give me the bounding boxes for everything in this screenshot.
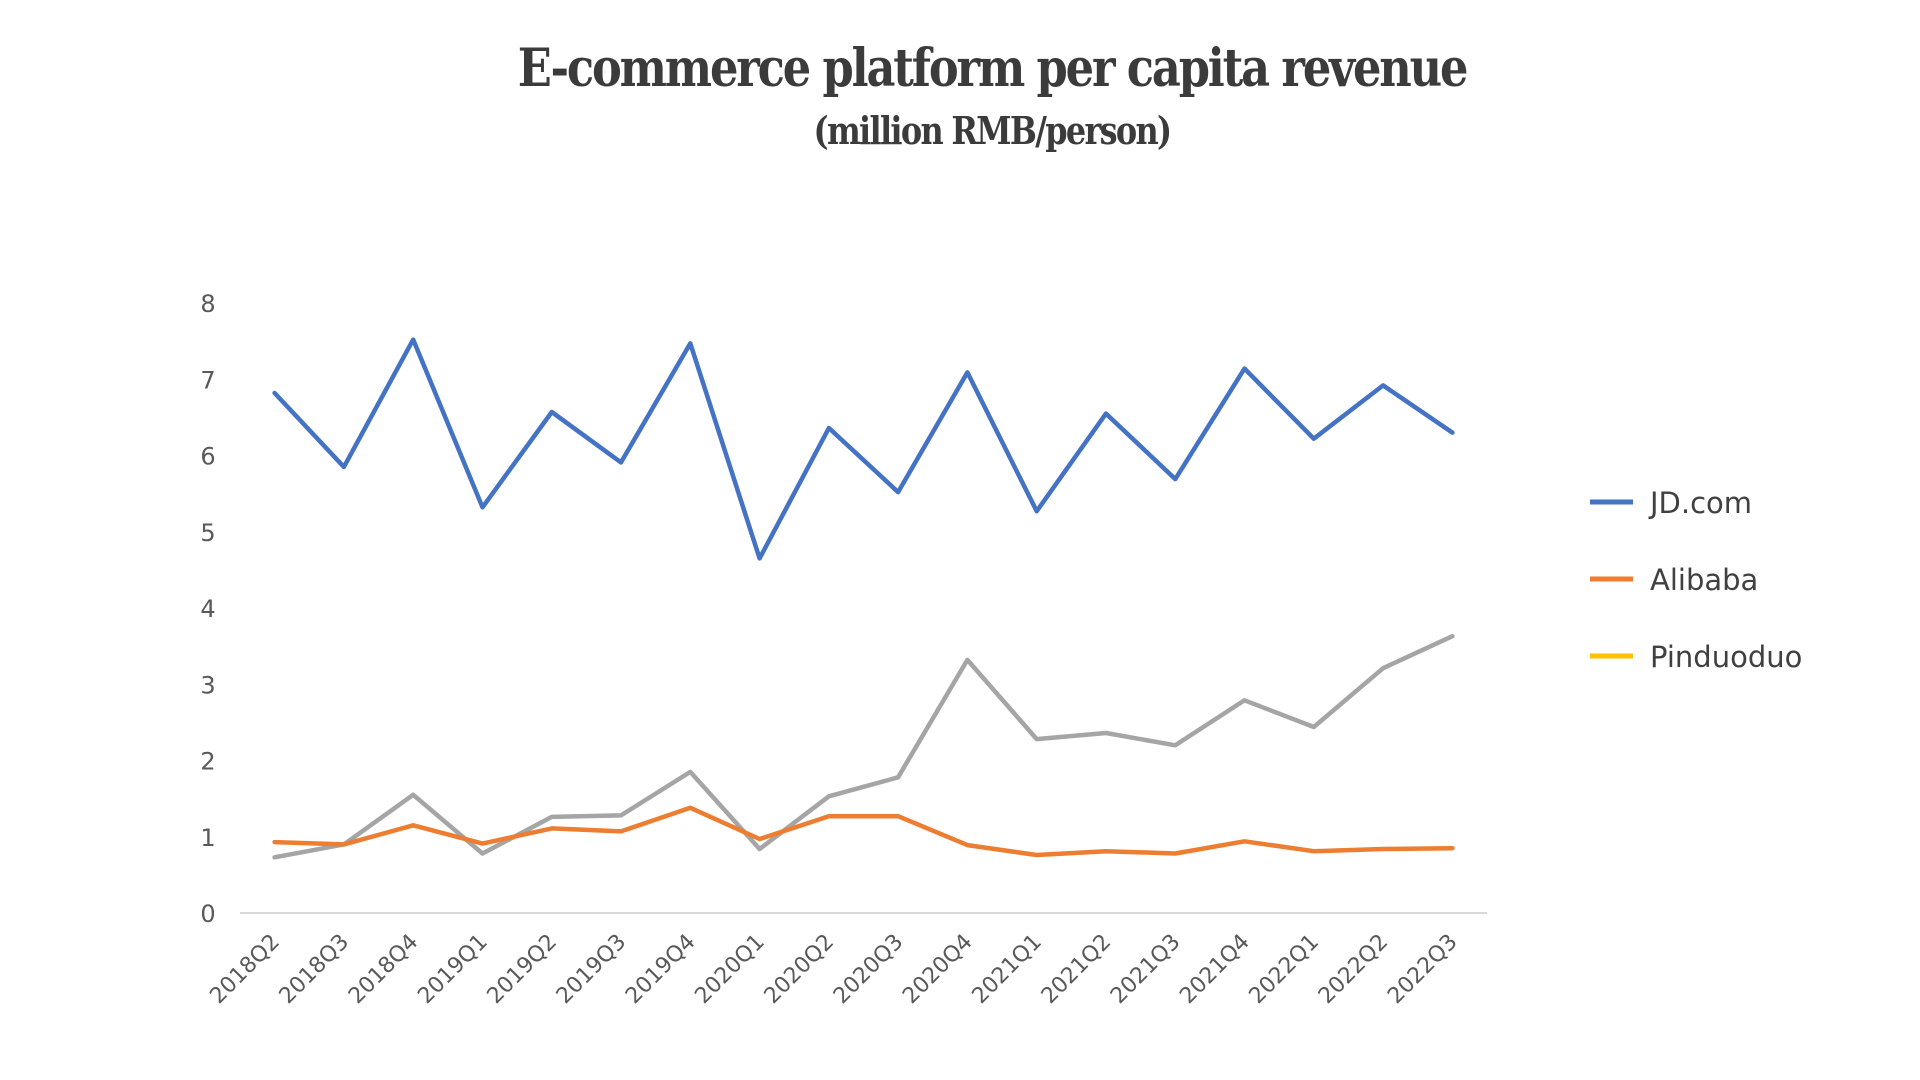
data-point-pinduoduo [895, 774, 901, 780]
data-point-pinduoduo [1034, 736, 1040, 742]
data-point-jd-com [1172, 476, 1178, 482]
y-tick-label: 8 [200, 290, 215, 318]
data-point-alibaba [341, 841, 347, 847]
legend-label: Pinduoduo [1650, 640, 1802, 674]
x-tick-label: 2022Q2 [1314, 930, 1393, 1009]
data-point-pinduoduo [1242, 697, 1248, 703]
data-point-pinduoduo [480, 851, 486, 857]
x-tick-label: 2020Q3 [829, 930, 908, 1009]
x-tick-label: 2022Q1 [1245, 930, 1324, 1009]
data-point-pinduoduo [1449, 633, 1455, 639]
data-point-pinduoduo [410, 792, 416, 798]
data-point-jd-com [272, 390, 278, 396]
data-point-pinduoduo [1380, 665, 1386, 671]
data-point-jd-com [549, 409, 555, 415]
legend-label: Alibaba [1650, 563, 1758, 597]
x-tick-label: 2019Q3 [552, 930, 631, 1009]
data-point-pinduoduo [964, 657, 970, 663]
data-point-jd-com [480, 504, 486, 510]
data-point-alibaba [618, 828, 624, 834]
data-point-jd-com [1380, 382, 1386, 388]
data-point-alibaba [1172, 851, 1178, 857]
data-point-alibaba [272, 839, 278, 845]
y-tick-label: 0 [200, 900, 215, 928]
data-point-jd-com [1103, 411, 1109, 417]
data-point-jd-com [826, 425, 832, 431]
data-point-jd-com [1242, 366, 1248, 372]
y-tick-label: 2 [200, 748, 215, 776]
series-line-alibaba [272, 805, 1455, 858]
data-point-alibaba [410, 822, 416, 828]
x-tick-label: 2021Q3 [1106, 930, 1185, 1009]
chart-subtitle: (million RMB/person) [813, 108, 1173, 153]
x-tick-label: 2019Q4 [621, 930, 700, 1009]
data-point-pinduoduo [757, 846, 763, 852]
data-point-pinduoduo [549, 814, 555, 820]
data-point-pinduoduo [1103, 730, 1109, 736]
data-point-alibaba [480, 841, 486, 847]
x-tick-label: 2018Q2 [205, 930, 284, 1009]
data-point-alibaba [549, 825, 555, 831]
series-layer [272, 337, 1455, 860]
legend: JD.com Alibaba Pinduoduo [1590, 486, 1802, 674]
y-tick-label: 1 [200, 824, 215, 852]
data-point-alibaba [757, 836, 763, 842]
data-point-jd-com [1449, 430, 1455, 436]
chart-title: E-commerce platform per capita revenue [517, 38, 1469, 99]
x-tick-label: 2019Q2 [483, 930, 562, 1009]
x-tick-label: 2021Q4 [1175, 930, 1254, 1009]
y-tick-label: 7 [200, 366, 215, 394]
y-tick-label: 3 [200, 671, 215, 699]
data-point-alibaba [826, 813, 832, 819]
data-point-alibaba [1380, 846, 1386, 852]
x-tick-label: 2020Q1 [690, 930, 769, 1009]
series-line-pinduoduo [272, 633, 1455, 860]
y-axis: 0 1 2 3 4 5 6 7 8 [200, 290, 215, 928]
x-tick-label: 2019Q1 [413, 930, 492, 1009]
data-point-jd-com [964, 369, 970, 375]
data-point-pinduoduo [272, 854, 278, 860]
data-point-jd-com [618, 459, 624, 465]
data-point-jd-com [895, 489, 901, 495]
legend-item-pinduoduo: Pinduoduo [1590, 640, 1802, 674]
data-point-pinduoduo [687, 769, 693, 775]
x-tick-label: 2020Q4 [898, 930, 977, 1009]
y-tick-label: 6 [200, 443, 215, 471]
data-point-alibaba [1034, 852, 1040, 858]
data-point-alibaba [687, 805, 693, 811]
data-point-jd-com [1311, 436, 1317, 442]
series-line-jd-com [272, 337, 1455, 561]
y-tick-label: 5 [200, 519, 215, 547]
legend-item-jd-com: JD.com [1590, 486, 1752, 520]
data-point-alibaba [1449, 845, 1455, 851]
data-point-pinduoduo [618, 812, 624, 818]
data-point-pinduoduo [1311, 724, 1317, 730]
x-tick-label: 2018Q4 [344, 930, 423, 1009]
x-tick-label: 2022Q3 [1383, 930, 1462, 1009]
data-point-jd-com [687, 340, 693, 346]
data-point-jd-com [757, 555, 763, 561]
legend-label: JD.com [1648, 486, 1752, 520]
data-point-jd-com [341, 464, 347, 470]
x-tick-label: 2021Q1 [968, 930, 1047, 1009]
data-point-pinduoduo [1172, 742, 1178, 748]
x-tick-label: 2018Q3 [275, 930, 354, 1009]
data-point-alibaba [1103, 848, 1109, 854]
data-point-jd-com [1034, 508, 1040, 514]
data-point-alibaba [1311, 848, 1317, 854]
data-point-alibaba [1242, 838, 1248, 844]
x-axis: 2018Q22018Q32018Q42019Q12019Q22019Q32019… [205, 912, 1487, 1009]
data-point-jd-com [410, 337, 416, 343]
legend-item-alibaba: Alibaba [1590, 563, 1758, 597]
data-point-alibaba [964, 842, 970, 848]
x-tick-label: 2020Q2 [760, 930, 839, 1009]
y-tick-label: 4 [200, 595, 215, 623]
x-tick-label: 2021Q2 [1037, 930, 1116, 1009]
data-point-pinduoduo [826, 793, 832, 799]
data-point-alibaba [895, 813, 901, 819]
